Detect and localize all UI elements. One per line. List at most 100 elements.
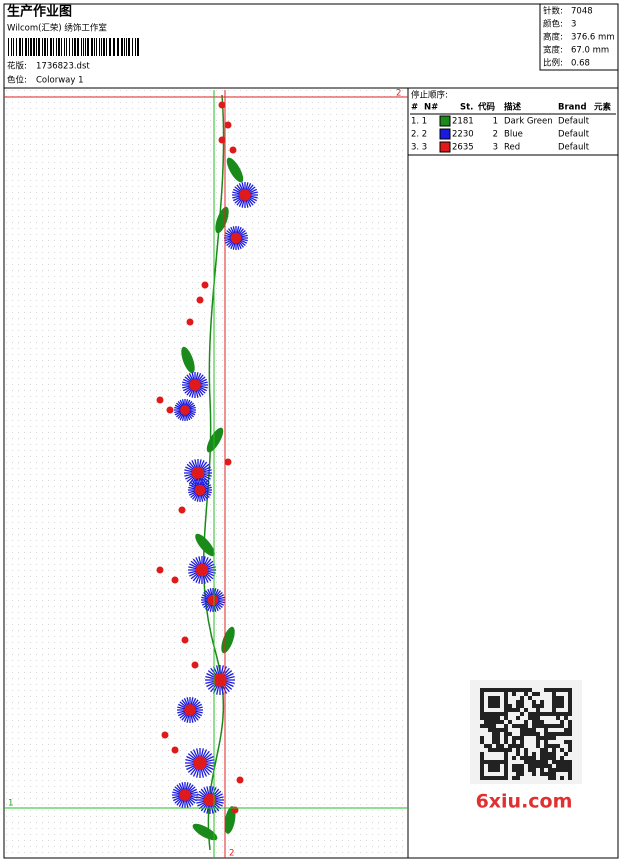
qr-cell [568,700,572,704]
brand: Default [558,117,590,127]
qr-cell [504,776,508,780]
qr-cell [500,760,504,764]
qr-cell [504,712,508,716]
qr-cell [500,776,504,780]
stitches: 2635 [452,143,474,153]
qr-cell [488,760,492,764]
qr-cell [488,700,492,704]
leaf [226,157,244,183]
qr-cell [512,764,516,768]
bud [236,776,244,784]
qr-cell [524,748,528,752]
bar-stripe [44,38,46,56]
qr-cell [516,708,520,712]
bud [229,146,237,154]
column-header: # [411,103,418,113]
qr-cell [512,688,516,692]
bar-stripe [106,38,107,56]
qr-cell [568,744,572,748]
bar-stripe [103,38,105,56]
qr-cell [532,704,536,708]
qr-cell [504,688,508,692]
qr-cell [552,760,556,764]
row-number: 1. 1 [411,117,427,127]
qr-cell [516,716,520,720]
qr-cell [548,752,552,756]
qr-cell [564,688,568,692]
qr-cell [520,696,524,700]
description: Blue [504,130,523,140]
qr-code [480,688,572,780]
qr-cell [512,736,516,740]
qr-cell [492,732,496,736]
bud [218,101,226,109]
qr-cell [568,748,572,752]
qr-cell [568,720,572,724]
column-header: St. [460,103,473,113]
qr-cell [560,760,564,764]
qr-cell [544,748,548,752]
qr-cell [548,772,552,776]
qr-cell [480,692,484,696]
qr-cell [552,696,556,700]
qr-cell [564,732,568,736]
qr-cell [500,744,504,748]
qr-cell [504,724,508,728]
bud [201,281,209,289]
qr-cell [540,772,544,776]
qr-cell [504,740,508,744]
qr-cell [524,732,528,736]
leaf [224,806,236,834]
qr-cell [520,756,524,760]
bar-stripe [58,38,60,56]
bar-stripe [135,38,136,56]
qr-cell [536,736,540,740]
qr-cell [500,688,504,692]
bud [156,566,164,574]
qr-cell [552,756,556,760]
qr-cell [488,724,492,728]
bud [191,661,199,669]
info-value: 7048 [571,7,593,17]
flower-center [180,405,190,415]
bar-stripe [85,38,86,56]
bar-stripe [117,38,119,56]
qr-cell [480,696,484,700]
qr-cell [564,716,568,720]
column-header: N# [424,103,438,113]
qr-cell [536,732,540,736]
qr-cell [516,700,520,704]
info-label: 颜色: [543,19,563,30]
qr-cell [488,776,492,780]
bar-stripe [126,38,127,56]
info-value: 67.0 mm [571,46,609,56]
qr-cell [480,776,484,780]
qr-cell [492,696,496,700]
marker: 2 [396,89,401,99]
qr-cell [512,744,516,748]
bar-stripe [69,38,70,56]
qr-cell [504,732,508,736]
qr-cell [528,760,532,764]
bar-stripe [8,38,9,56]
qr-cell [540,768,544,772]
qr-cell [540,720,544,724]
qr-cell [556,688,560,692]
qr-cell [504,704,508,708]
qr-cell [516,736,520,740]
qr-cell [480,704,484,708]
qr-cell [560,776,564,780]
qr-cell [480,756,484,760]
qr-cell [544,728,548,732]
qr-cell [496,716,500,720]
bud [186,318,194,326]
colorway-label: 色位: [7,75,27,86]
qr-cell [484,688,488,692]
bud [171,576,179,584]
qr-cell [564,752,568,756]
qr-cell [568,724,572,728]
bar-stripe [33,38,35,56]
marker: 1 [8,799,13,809]
qr-cell [520,736,524,740]
bar-stripe [11,38,12,56]
